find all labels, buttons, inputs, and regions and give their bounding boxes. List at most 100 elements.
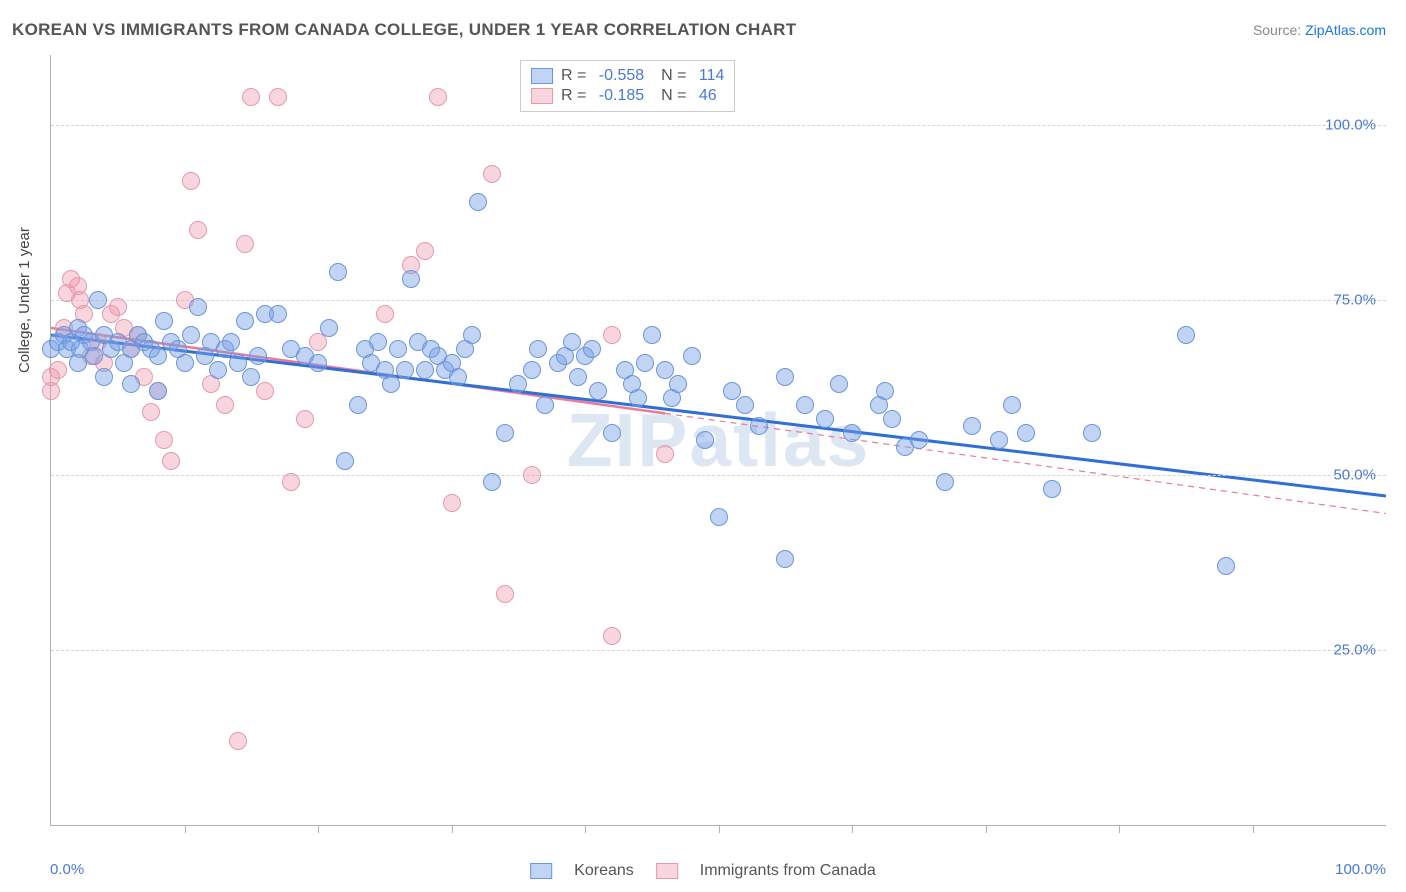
data-point [589, 382, 607, 400]
data-point [389, 340, 407, 358]
source-link[interactable]: ZipAtlas.com [1305, 22, 1386, 38]
data-point [523, 361, 541, 379]
bottom-legend: Koreans Immigrants from Canada [530, 862, 876, 880]
data-point [336, 452, 354, 470]
data-point [710, 508, 728, 526]
data-point [736, 396, 754, 414]
data-point [563, 333, 581, 351]
legend-swatch-canada [656, 863, 678, 879]
stat-row-koreans: R = -0.558 N = 114 [531, 67, 724, 85]
data-point [309, 354, 327, 372]
x-tick [1253, 825, 1254, 833]
data-point [229, 732, 247, 750]
data-point [396, 361, 414, 379]
data-point [910, 431, 928, 449]
stat-swatch-koreans [531, 68, 553, 84]
grid-line [51, 125, 1386, 126]
data-point [382, 375, 400, 393]
data-point [69, 354, 87, 372]
source-prefix: Source: [1253, 22, 1305, 38]
data-point [963, 417, 981, 435]
data-point [376, 305, 394, 323]
data-point [443, 494, 461, 512]
data-point [796, 396, 814, 414]
grid-line [51, 475, 1386, 476]
data-point [883, 410, 901, 428]
data-point [569, 368, 587, 386]
data-point [656, 445, 674, 463]
data-point [1017, 424, 1035, 442]
data-point [249, 347, 267, 365]
data-point [936, 473, 954, 491]
data-point [496, 585, 514, 603]
data-point [1043, 480, 1061, 498]
y-tick-label: 50.0% [1333, 467, 1376, 484]
data-point [162, 452, 180, 470]
data-point [776, 368, 794, 386]
trend-lines [51, 55, 1386, 825]
data-point [155, 431, 173, 449]
x-tick [452, 825, 453, 833]
data-point [122, 375, 140, 393]
data-point [529, 340, 547, 358]
data-point [603, 326, 621, 344]
data-point [282, 473, 300, 491]
data-point [656, 361, 674, 379]
data-point [1003, 396, 1021, 414]
data-point [429, 88, 447, 106]
source-attribution: Source: ZipAtlas.com [1253, 22, 1386, 38]
data-point [469, 193, 487, 211]
data-point [216, 396, 234, 414]
data-point [643, 326, 661, 344]
data-point [536, 396, 554, 414]
chart-container: KOREAN VS IMMIGRANTS FROM CANADA COLLEGE… [0, 0, 1406, 892]
data-point [449, 368, 467, 386]
y-tick-label: 100.0% [1325, 117, 1376, 134]
data-point [696, 431, 714, 449]
data-point [49, 361, 67, 379]
correlation-stats-box: R = -0.558 N = 114 R = -0.185 N = 46 [520, 60, 735, 112]
data-point [603, 627, 621, 645]
legend-label-canada: Immigrants from Canada [700, 862, 876, 880]
x-tick [719, 825, 720, 833]
data-point [269, 88, 287, 106]
data-point [636, 354, 654, 372]
x-axis-min-label: 0.0% [50, 861, 84, 878]
data-point [95, 368, 113, 386]
data-point [189, 298, 207, 316]
y-tick-label: 25.0% [1333, 642, 1376, 659]
r-value-canada: -0.185 [599, 87, 644, 105]
data-point [990, 431, 1008, 449]
data-point [149, 347, 167, 365]
data-point [416, 242, 434, 260]
data-point [1083, 424, 1101, 442]
y-tick-label: 75.0% [1333, 292, 1376, 309]
data-point [463, 326, 481, 344]
data-point [142, 403, 160, 421]
x-tick [1119, 825, 1120, 833]
scatter-plot: ZIPatlas 25.0%50.0%75.0%100.0% [50, 55, 1386, 826]
data-point [523, 466, 541, 484]
legend-label-koreans: Koreans [574, 862, 634, 880]
r-value-koreans: -0.558 [599, 67, 644, 85]
n-value-koreans: 114 [699, 67, 725, 85]
x-tick [585, 825, 586, 833]
data-point [483, 473, 501, 491]
stat-row-canada: R = -0.185 N = 46 [531, 87, 724, 105]
grid-line [51, 650, 1386, 651]
x-axis-max-label: 100.0% [1335, 861, 1386, 878]
data-point [416, 361, 434, 379]
data-point [583, 340, 601, 358]
data-point [242, 88, 260, 106]
data-point [816, 410, 834, 428]
grid-line [51, 300, 1386, 301]
data-point [189, 221, 207, 239]
data-point [1177, 326, 1195, 344]
data-point [483, 165, 501, 183]
data-point [242, 368, 260, 386]
data-point [776, 550, 794, 568]
x-tick [185, 825, 186, 833]
data-point [509, 375, 527, 393]
legend-swatch-koreans [530, 863, 552, 879]
data-point [723, 382, 741, 400]
